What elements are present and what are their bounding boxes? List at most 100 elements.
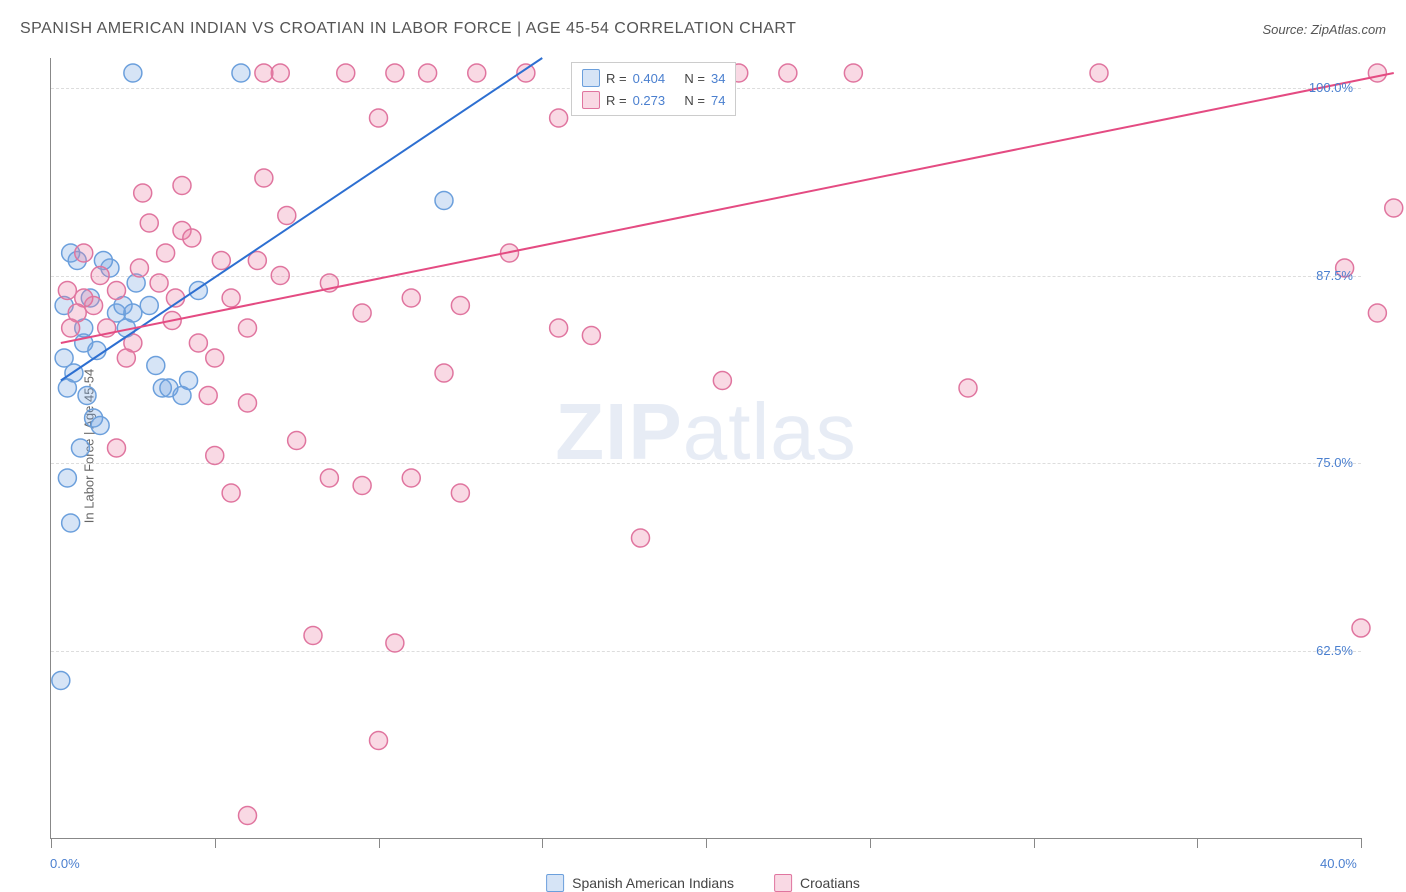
x-tick bbox=[1361, 838, 1362, 848]
data-point bbox=[232, 64, 250, 82]
source-label: Source: ZipAtlas.com bbox=[1262, 22, 1386, 37]
x-tick-label: 40.0% bbox=[1320, 856, 1357, 871]
data-point bbox=[779, 64, 797, 82]
n-value: 34 bbox=[711, 71, 725, 86]
n-value: 74 bbox=[711, 93, 725, 108]
plot-area: ZIPatlas R = 0.404 N = 34 R = 0.273 N = … bbox=[50, 58, 1361, 839]
data-point bbox=[320, 469, 338, 487]
x-tick bbox=[1197, 838, 1198, 848]
data-point bbox=[58, 469, 76, 487]
data-point bbox=[402, 289, 420, 307]
n-label: N = bbox=[684, 93, 705, 108]
y-tick-label: 87.5% bbox=[1316, 268, 1353, 283]
data-point bbox=[582, 327, 600, 345]
data-point bbox=[1368, 304, 1386, 322]
data-point bbox=[117, 349, 135, 367]
data-point bbox=[108, 282, 126, 300]
r-value: 0.404 bbox=[633, 71, 666, 86]
data-point bbox=[147, 357, 165, 375]
data-point bbox=[58, 379, 76, 397]
data-point bbox=[157, 244, 175, 262]
data-point bbox=[959, 379, 977, 397]
data-point bbox=[550, 319, 568, 337]
y-tick-label: 100.0% bbox=[1309, 80, 1353, 95]
bottom-legend: Spanish American Indians Croatians bbox=[546, 874, 860, 892]
r-value: 0.273 bbox=[633, 93, 666, 108]
data-point bbox=[370, 732, 388, 750]
data-point bbox=[337, 64, 355, 82]
data-point bbox=[199, 387, 217, 405]
data-point bbox=[435, 364, 453, 382]
data-point bbox=[419, 64, 437, 82]
legend-swatch-icon bbox=[774, 874, 792, 892]
data-point bbox=[550, 109, 568, 127]
r-label: R = bbox=[606, 71, 627, 86]
data-point bbox=[239, 394, 257, 412]
data-point bbox=[58, 282, 76, 300]
data-point bbox=[78, 387, 96, 405]
legend-label: Spanish American Indians bbox=[572, 875, 734, 891]
data-point bbox=[180, 372, 198, 390]
x-tick bbox=[870, 838, 871, 848]
data-point bbox=[304, 627, 322, 645]
data-point bbox=[173, 177, 191, 195]
data-point bbox=[1368, 64, 1386, 82]
x-tick-label: 0.0% bbox=[50, 856, 80, 871]
data-point bbox=[140, 297, 158, 315]
data-point bbox=[183, 229, 201, 247]
data-point bbox=[1352, 619, 1370, 637]
data-point bbox=[75, 244, 93, 262]
correlation-legend: R = 0.404 N = 34 R = 0.273 N = 74 bbox=[571, 62, 736, 116]
scatter-svg bbox=[51, 58, 1361, 838]
data-point bbox=[150, 274, 168, 292]
x-tick bbox=[51, 838, 52, 848]
data-point bbox=[91, 417, 109, 435]
data-point bbox=[206, 349, 224, 367]
legend-row: R = 0.404 N = 34 bbox=[582, 67, 725, 89]
data-point bbox=[451, 484, 469, 502]
data-point bbox=[288, 432, 306, 450]
data-point bbox=[255, 169, 273, 187]
data-point bbox=[353, 477, 371, 495]
data-point bbox=[353, 304, 371, 322]
data-point bbox=[108, 439, 126, 457]
data-point bbox=[124, 64, 142, 82]
legend-item: Spanish American Indians bbox=[546, 874, 734, 892]
data-point bbox=[222, 289, 240, 307]
x-tick bbox=[1034, 838, 1035, 848]
data-point bbox=[130, 259, 148, 277]
n-label: N = bbox=[684, 71, 705, 86]
data-point bbox=[435, 192, 453, 210]
data-point bbox=[713, 372, 731, 390]
data-point bbox=[632, 529, 650, 547]
data-point bbox=[134, 184, 152, 202]
data-point bbox=[71, 439, 89, 457]
data-point bbox=[239, 807, 257, 825]
y-tick-label: 75.0% bbox=[1316, 455, 1353, 470]
data-point bbox=[451, 297, 469, 315]
data-point bbox=[239, 319, 257, 337]
data-point bbox=[91, 267, 109, 285]
y-tick-label: 62.5% bbox=[1316, 643, 1353, 658]
data-point bbox=[206, 447, 224, 465]
legend-swatch-icon bbox=[582, 91, 600, 109]
legend-label: Croatians bbox=[800, 875, 860, 891]
data-point bbox=[140, 214, 158, 232]
data-point bbox=[55, 349, 73, 367]
x-tick bbox=[215, 838, 216, 848]
data-point bbox=[52, 672, 70, 690]
data-point bbox=[370, 109, 388, 127]
x-tick bbox=[542, 838, 543, 848]
x-tick bbox=[379, 838, 380, 848]
data-point bbox=[212, 252, 230, 270]
chart-title: SPANISH AMERICAN INDIAN VS CROATIAN IN L… bbox=[20, 20, 796, 38]
data-point bbox=[189, 334, 207, 352]
data-point bbox=[222, 484, 240, 502]
data-point bbox=[271, 267, 289, 285]
data-point bbox=[271, 64, 289, 82]
legend-swatch-icon bbox=[582, 69, 600, 87]
data-point bbox=[386, 634, 404, 652]
data-point bbox=[468, 64, 486, 82]
data-point bbox=[62, 319, 80, 337]
data-point bbox=[844, 64, 862, 82]
